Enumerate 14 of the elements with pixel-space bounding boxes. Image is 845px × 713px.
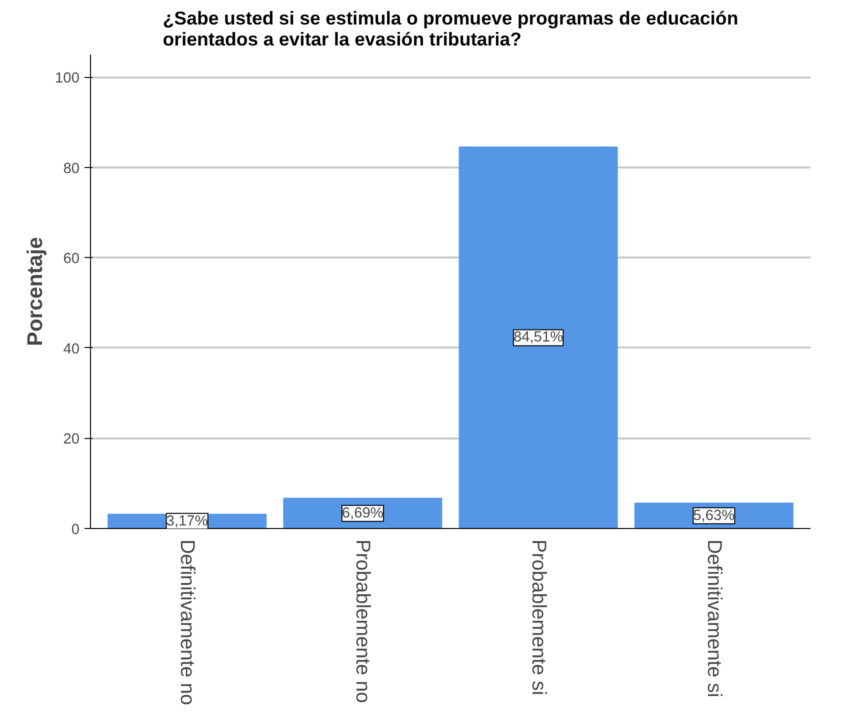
y-tick-label: 80 [63,160,80,177]
y-axis-title: Porcentaje [23,236,48,346]
x-tick-label: Probablemente no [352,540,374,703]
y-tick-label: 100 [55,70,80,87]
data-label: 6,69% [342,505,384,522]
y-tick-label: 60 [63,251,80,268]
y-tick-label: 40 [63,341,80,358]
y-tick-label: 0 [71,522,80,538]
chart-title: ¿Sabe usted si se estimula o promueve programas de educación orientados a evitar la evasión tributaria? [162,8,738,50]
bar [458,146,618,528]
x-tick-label: Definitivamente no [176,540,198,706]
x-tick-label: Definitivamente si [702,540,725,698]
x-tick-label: Probablemente si [527,540,550,696]
y-tick-label: 20 [63,432,80,448]
